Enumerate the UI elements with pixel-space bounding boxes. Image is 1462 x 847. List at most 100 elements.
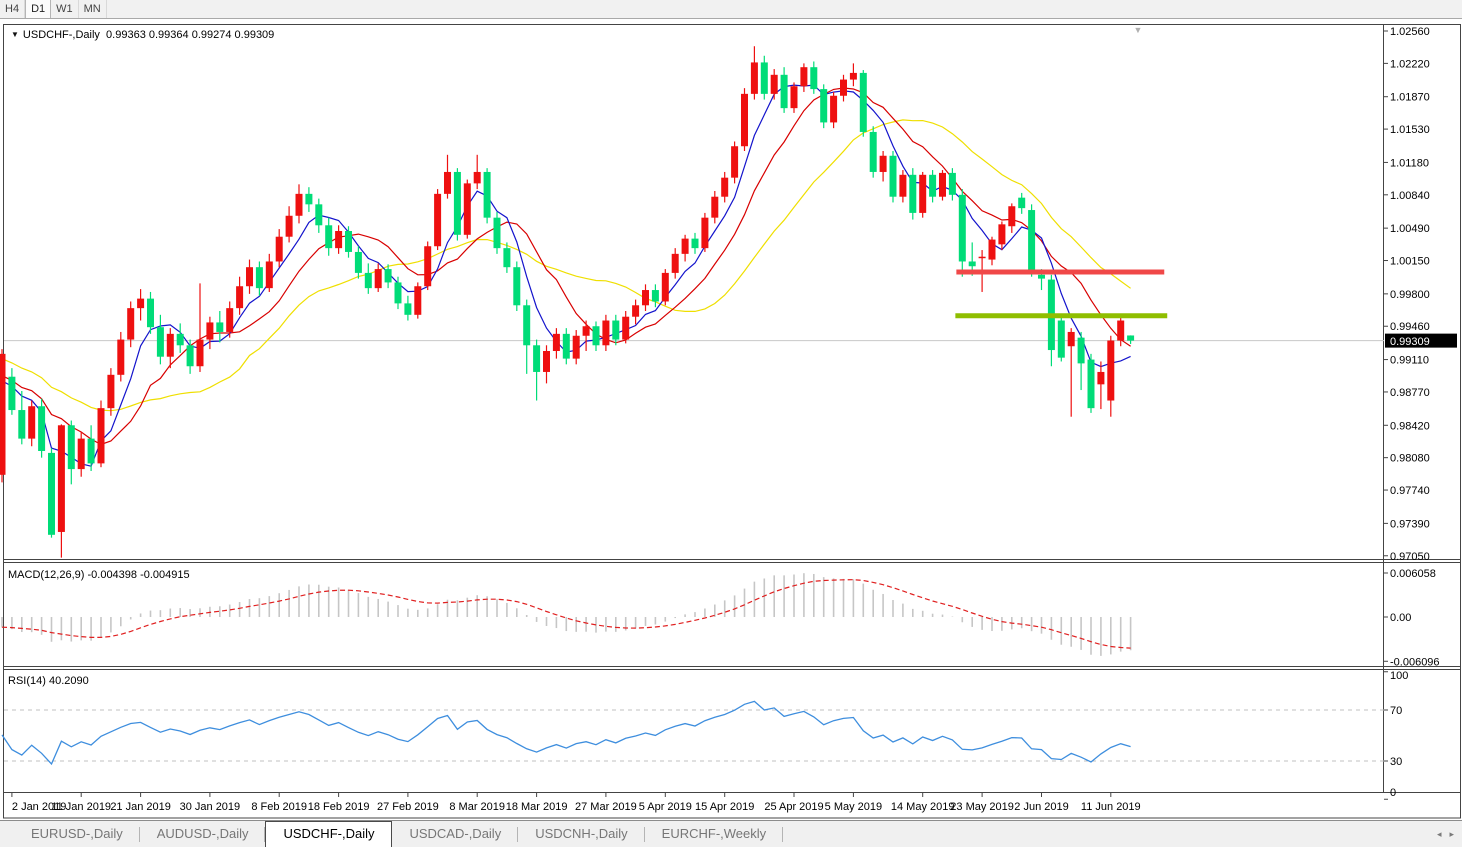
macd-values: -0.004398 -0.004915 [87, 569, 190, 581]
candle-body [87, 438, 95, 464]
candle-body [48, 452, 55, 535]
candlestick-series [0, 46, 1135, 558]
tab-eurchf-weekly[interactable]: EURCHF-,Weekly [645, 822, 784, 847]
candle-body [731, 146, 739, 178]
candle-body [651, 290, 659, 302]
price-tick-label: 1.02560 [1390, 26, 1430, 38]
candle-body [67, 425, 75, 470]
rsi-scale-label: 30 [1390, 756, 1402, 768]
candle-body [543, 351, 550, 372]
candle-body [1018, 197, 1026, 209]
candle-body [869, 131, 877, 172]
tab-scroll-left-icon[interactable]: ◂ [1436, 829, 1442, 839]
candle-body [8, 376, 16, 411]
candle-body [582, 326, 590, 336]
candle-body [988, 239, 996, 260]
candle-body [780, 74, 788, 109]
candle-body [424, 246, 432, 287]
chart-symbol: USDCHF-,Daily [22, 29, 100, 41]
time-tick-label: 15 Apr 2019 [695, 801, 754, 813]
candle-body [948, 172, 956, 195]
timeframe-button-d1[interactable]: D1 [25, 0, 52, 18]
price-tick-label: 1.01180 [1390, 157, 1429, 169]
candle-body [830, 95, 838, 123]
candle-body [820, 89, 828, 123]
candle-body [562, 333, 570, 359]
timeframe-button-w1[interactable]: W1 [51, 0, 79, 18]
time-tick-label: 27 Mar 2019 [575, 801, 637, 813]
price-tick-label: 1.00150 [1390, 256, 1430, 268]
candle-body [453, 171, 461, 235]
price-chart-svg[interactable]: 1.02560 1.02220 1.01870 1.01530 1.01180 1.008… [0, 0, 1462, 820]
candle-body [879, 155, 887, 172]
time-tick-label: 27 Feb 2019 [377, 801, 439, 813]
candle-body [998, 224, 1006, 245]
tab-usdcnh-daily[interactable]: USDCNH-,Daily [518, 822, 646, 847]
price-tick-label: 1.00490 [1390, 223, 1430, 235]
tab-scroll-right-icon[interactable]: ▸ [1449, 829, 1454, 839]
rsi-scale[interactable]: 100 70 30 0 [1384, 670, 1408, 800]
candle-body [790, 86, 798, 109]
candle-body [364, 272, 372, 289]
macd-histogram [1, 573, 1132, 656]
price-tick-label: 0.97740 [1390, 485, 1430, 497]
candle-body [384, 269, 392, 283]
tab-usdcad-daily[interactable]: USDCAD-,Daily [392, 822, 518, 847]
candle-body [1057, 320, 1065, 358]
ohlc-low: 0.99274 [191, 29, 232, 41]
candle-body [196, 339, 204, 367]
candle-body [255, 267, 263, 289]
tab-audusd-daily[interactable]: AUDUSD-,Daily [140, 822, 266, 847]
candle-body [493, 217, 501, 249]
macd-name: MACD(12,26,9) [8, 569, 85, 581]
timeframe-button-mn[interactable]: MN [79, 0, 107, 18]
candle-body [711, 196, 719, 218]
candle-body [1028, 210, 1036, 273]
tab-usdchf-daily[interactable]: USDCHF-,Daily [265, 821, 393, 847]
candle-body [404, 303, 412, 315]
ma-slow-line [1, 119, 1131, 412]
rsi-indicator-label: RSI(14) 40.2090 [8, 675, 89, 687]
candle-body [859, 72, 867, 132]
candle-body [1117, 320, 1125, 341]
candle-body [483, 171, 491, 218]
timeframe-button-h4[interactable]: H4 [0, 0, 26, 18]
candle-body [216, 322, 224, 332]
candle-body [602, 320, 610, 346]
candle-body [285, 215, 293, 237]
ohlc-open: 0.99363 [106, 29, 146, 41]
candle-body [226, 308, 234, 332]
time-tick-label: 14 May 2019 [891, 801, 955, 813]
window-border [3, 24, 1461, 819]
time-tick-label: 21 Jan 2019 [110, 801, 171, 813]
candle-body [642, 290, 649, 306]
chart-frame [3, 24, 1461, 819]
candle-body [741, 93, 748, 147]
candle-body [444, 171, 451, 194]
ma-fast-line [1, 84, 1131, 467]
candle-body [661, 272, 669, 302]
price-tick-label: 0.98420 [1390, 420, 1430, 432]
macd-scale[interactable]: 0.006058 0.00 -0.006096 [1384, 568, 1440, 668]
candle-body [176, 333, 184, 346]
timeframe-toolbar: H4 D1 W1 MN [0, 0, 1462, 19]
candle-body [513, 267, 521, 306]
candle-body [592, 326, 600, 346]
price-tick-label: 0.97050 [1390, 551, 1430, 563]
candle-body [127, 308, 135, 340]
price-axis[interactable]: 1.02560 1.02220 1.01870 1.01530 1.01180 1.008… [1384, 26, 1430, 563]
candle-body [414, 286, 422, 315]
time-tick-label: 25 Apr 2019 [764, 801, 823, 813]
candle-body [0, 353, 6, 475]
time-tick-label: 8 Feb 2019 [251, 801, 307, 813]
symbol-dropdown-icon[interactable]: ▼ [11, 30, 19, 39]
candle-body [315, 204, 323, 226]
candle-body [156, 327, 164, 357]
rsi-line [1, 700, 1131, 766]
tab-eurusd-daily[interactable]: EURUSD-,Daily [14, 822, 140, 847]
candle-body [335, 231, 343, 249]
ohlc-close: 0.99309 [234, 29, 275, 41]
candle-body [1097, 371, 1105, 385]
candle-body [503, 248, 511, 268]
